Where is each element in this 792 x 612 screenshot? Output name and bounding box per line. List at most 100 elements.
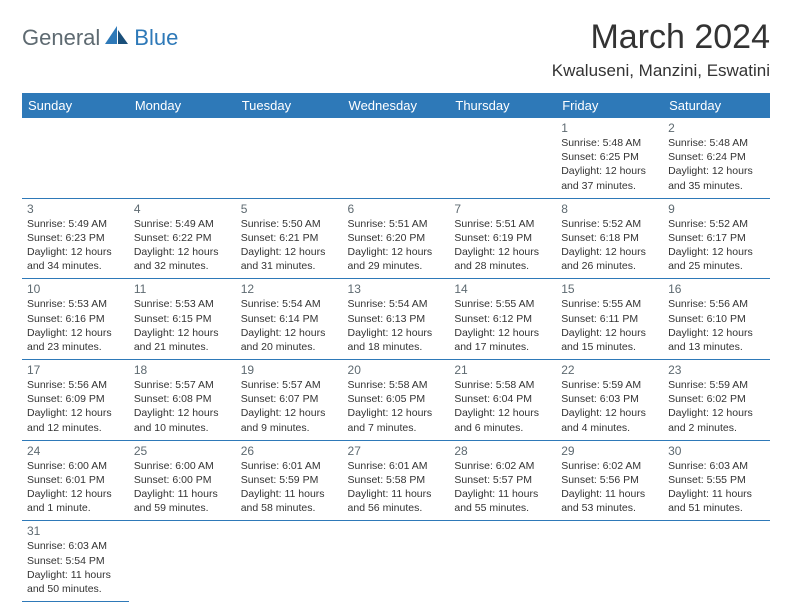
day-info: Sunrise: 5:55 AMSunset: 6:12 PMDaylight:… [454,297,551,354]
calendar-day-cell [663,521,770,602]
day-info: Sunrise: 5:54 AMSunset: 6:13 PMDaylight:… [348,297,445,354]
calendar-day-cell: 14Sunrise: 5:55 AMSunset: 6:12 PMDayligh… [449,279,556,360]
day-number: 5 [241,202,338,216]
calendar-day-cell [129,118,236,198]
day-number: 22 [561,363,658,377]
calendar-day-cell: 4Sunrise: 5:49 AMSunset: 6:22 PMDaylight… [129,198,236,279]
calendar-day-cell: 11Sunrise: 5:53 AMSunset: 6:15 PMDayligh… [129,279,236,360]
calendar-day-cell: 27Sunrise: 6:01 AMSunset: 5:58 PMDayligh… [343,440,450,521]
brand-logo: General Blue [22,18,178,51]
calendar-week-row: 24Sunrise: 6:00 AMSunset: 6:01 PMDayligh… [22,440,770,521]
day-number: 8 [561,202,658,216]
day-number: 2 [668,121,765,135]
day-number: 14 [454,282,551,296]
day-info: Sunrise: 6:02 AMSunset: 5:56 PMDaylight:… [561,459,658,516]
day-number: 27 [348,444,445,458]
day-info: Sunrise: 5:56 AMSunset: 6:10 PMDaylight:… [668,297,765,354]
calendar-day-cell: 7Sunrise: 5:51 AMSunset: 6:19 PMDaylight… [449,198,556,279]
calendar-day-cell [343,118,450,198]
calendar-week-row: 17Sunrise: 5:56 AMSunset: 6:09 PMDayligh… [22,360,770,441]
day-info: Sunrise: 5:57 AMSunset: 6:08 PMDaylight:… [134,378,231,435]
calendar-day-cell: 6Sunrise: 5:51 AMSunset: 6:20 PMDaylight… [343,198,450,279]
calendar-day-cell: 18Sunrise: 5:57 AMSunset: 6:08 PMDayligh… [129,360,236,441]
calendar-day-cell: 13Sunrise: 5:54 AMSunset: 6:13 PMDayligh… [343,279,450,360]
calendar-day-cell: 23Sunrise: 5:59 AMSunset: 6:02 PMDayligh… [663,360,770,441]
day-number: 15 [561,282,658,296]
day-number: 20 [348,363,445,377]
calendar-day-cell: 31Sunrise: 6:03 AMSunset: 5:54 PMDayligh… [22,521,129,602]
calendar-day-cell: 5Sunrise: 5:50 AMSunset: 6:21 PMDaylight… [236,198,343,279]
day-info: Sunrise: 6:03 AMSunset: 5:54 PMDaylight:… [27,539,124,596]
day-number: 12 [241,282,338,296]
day-number: 25 [134,444,231,458]
calendar-day-cell: 21Sunrise: 5:58 AMSunset: 6:04 PMDayligh… [449,360,556,441]
brand-text-1: General [22,25,100,51]
day-info: Sunrise: 5:51 AMSunset: 6:19 PMDaylight:… [454,217,551,274]
calendar-day-cell: 9Sunrise: 5:52 AMSunset: 6:17 PMDaylight… [663,198,770,279]
day-info: Sunrise: 5:59 AMSunset: 6:03 PMDaylight:… [561,378,658,435]
day-info: Sunrise: 5:57 AMSunset: 6:07 PMDaylight:… [241,378,338,435]
day-info: Sunrise: 5:51 AMSunset: 6:20 PMDaylight:… [348,217,445,274]
day-number: 1 [561,121,658,135]
location-subtitle: Kwaluseni, Manzini, Eswatini [552,61,770,81]
day-info: Sunrise: 5:56 AMSunset: 6:09 PMDaylight:… [27,378,124,435]
day-number: 19 [241,363,338,377]
calendar-day-cell [129,521,236,602]
day-header: Tuesday [236,93,343,118]
day-number: 17 [27,363,124,377]
calendar-week-row: 10Sunrise: 5:53 AMSunset: 6:16 PMDayligh… [22,279,770,360]
calendar-body: 1Sunrise: 5:48 AMSunset: 6:25 PMDaylight… [22,118,770,602]
day-info: Sunrise: 5:48 AMSunset: 6:24 PMDaylight:… [668,136,765,193]
calendar-day-cell: 20Sunrise: 5:58 AMSunset: 6:05 PMDayligh… [343,360,450,441]
day-info: Sunrise: 5:49 AMSunset: 6:23 PMDaylight:… [27,217,124,274]
brand-text-2: Blue [134,25,178,51]
day-info: Sunrise: 6:01 AMSunset: 5:59 PMDaylight:… [241,459,338,516]
day-info: Sunrise: 6:03 AMSunset: 5:55 PMDaylight:… [668,459,765,516]
day-number: 24 [27,444,124,458]
title-block: March 2024 Kwaluseni, Manzini, Eswatini [552,18,770,81]
day-number: 29 [561,444,658,458]
calendar-day-cell: 1Sunrise: 5:48 AMSunset: 6:25 PMDaylight… [556,118,663,198]
calendar-day-cell: 24Sunrise: 6:00 AMSunset: 6:01 PMDayligh… [22,440,129,521]
calendar-day-cell: 15Sunrise: 5:55 AMSunset: 6:11 PMDayligh… [556,279,663,360]
calendar-week-row: 31Sunrise: 6:03 AMSunset: 5:54 PMDayligh… [22,521,770,602]
day-number: 7 [454,202,551,216]
day-info: Sunrise: 5:53 AMSunset: 6:15 PMDaylight:… [134,297,231,354]
calendar-day-cell: 16Sunrise: 5:56 AMSunset: 6:10 PMDayligh… [663,279,770,360]
day-number: 23 [668,363,765,377]
calendar-day-cell: 29Sunrise: 6:02 AMSunset: 5:56 PMDayligh… [556,440,663,521]
day-number: 26 [241,444,338,458]
day-header: Monday [129,93,236,118]
day-header: Thursday [449,93,556,118]
calendar-day-cell: 25Sunrise: 6:00 AMSunset: 6:00 PMDayligh… [129,440,236,521]
day-info: Sunrise: 5:58 AMSunset: 6:04 PMDaylight:… [454,378,551,435]
day-info: Sunrise: 6:01 AMSunset: 5:58 PMDaylight:… [348,459,445,516]
day-info: Sunrise: 5:49 AMSunset: 6:22 PMDaylight:… [134,217,231,274]
day-header: Sunday [22,93,129,118]
day-number: 18 [134,363,231,377]
calendar-day-cell [22,118,129,198]
day-info: Sunrise: 5:59 AMSunset: 6:02 PMDaylight:… [668,378,765,435]
calendar-day-cell: 19Sunrise: 5:57 AMSunset: 6:07 PMDayligh… [236,360,343,441]
day-number: 16 [668,282,765,296]
day-number: 31 [27,524,124,538]
calendar-head: SundayMondayTuesdayWednesdayThursdayFrid… [22,93,770,118]
day-number: 30 [668,444,765,458]
day-info: Sunrise: 5:58 AMSunset: 6:05 PMDaylight:… [348,378,445,435]
day-info: Sunrise: 5:50 AMSunset: 6:21 PMDaylight:… [241,217,338,274]
calendar-day-cell: 22Sunrise: 5:59 AMSunset: 6:03 PMDayligh… [556,360,663,441]
calendar-day-cell [236,521,343,602]
calendar-day-cell: 10Sunrise: 5:53 AMSunset: 6:16 PMDayligh… [22,279,129,360]
calendar-day-cell: 26Sunrise: 6:01 AMSunset: 5:59 PMDayligh… [236,440,343,521]
calendar-day-cell: 12Sunrise: 5:54 AMSunset: 6:14 PMDayligh… [236,279,343,360]
day-info: Sunrise: 5:48 AMSunset: 6:25 PMDaylight:… [561,136,658,193]
day-number: 4 [134,202,231,216]
calendar-day-cell: 8Sunrise: 5:52 AMSunset: 6:18 PMDaylight… [556,198,663,279]
day-info: Sunrise: 6:00 AMSunset: 6:00 PMDaylight:… [134,459,231,516]
calendar-week-row: 3Sunrise: 5:49 AMSunset: 6:23 PMDaylight… [22,198,770,279]
day-info: Sunrise: 5:52 AMSunset: 6:17 PMDaylight:… [668,217,765,274]
month-title: March 2024 [552,18,770,57]
day-number: 6 [348,202,445,216]
day-info: Sunrise: 6:02 AMSunset: 5:57 PMDaylight:… [454,459,551,516]
day-number: 13 [348,282,445,296]
